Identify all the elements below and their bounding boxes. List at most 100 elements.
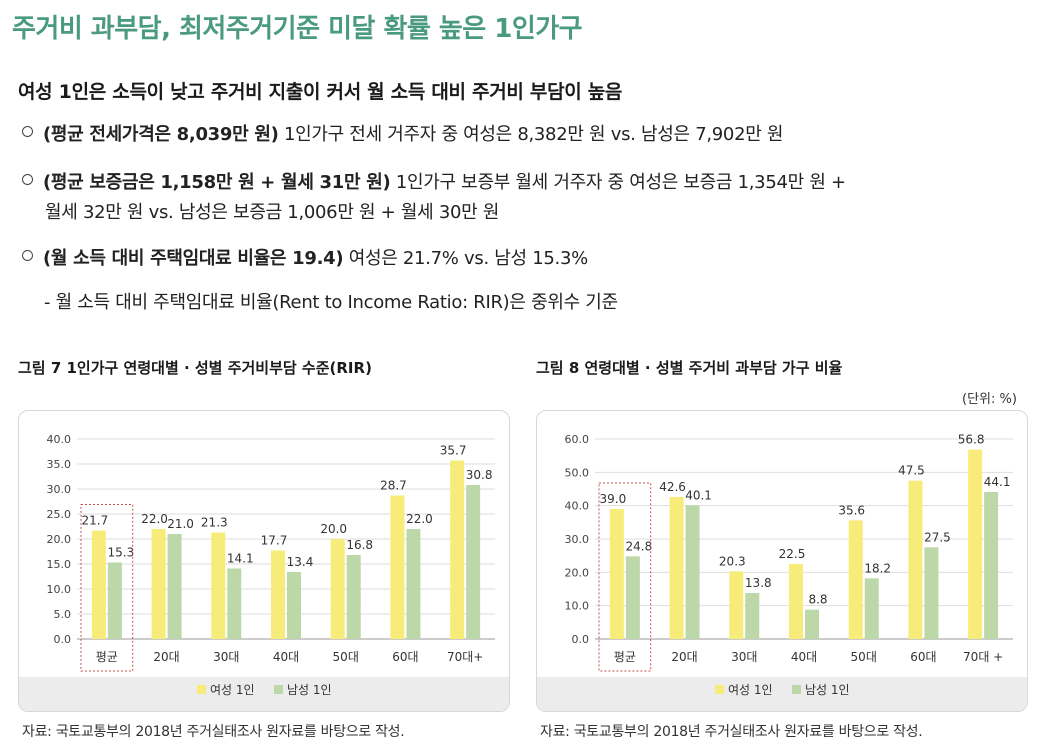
page-title: 주거비 과부담, 최저주거기준 미달 확률 높은 1인가구 — [12, 14, 583, 44]
bar-female — [908, 480, 923, 639]
bar-male — [107, 562, 122, 639]
bar-male — [924, 547, 939, 639]
unit-note: (단위: %) — [962, 392, 1017, 407]
value-label-female: 47.5 — [898, 464, 925, 478]
bullet-item: (월 소득 대비 주택임대료 비율은 19.4) 여성은 21.7% vs. 남… — [22, 244, 588, 274]
category-label: 60대 — [910, 650, 936, 664]
bar-female — [609, 509, 624, 639]
value-label-male: 8.8 — [808, 593, 827, 607]
bar-female — [390, 495, 405, 639]
bar-female — [729, 571, 744, 639]
bar-male — [984, 492, 999, 639]
source-note: 자료: 국토교통부의 2018년 주거실태조사 원자료를 바탕으로 작성. — [22, 724, 405, 740]
legend-swatch-female — [197, 685, 206, 694]
chart-panel-rir: 0.0 5.0 10.0 15.0 20.0 25.0 30.0 35.0 40.0 21.7 15… — [18, 410, 510, 712]
category-label: 평균 — [614, 650, 636, 664]
y-tick-label: 20.0 — [47, 533, 72, 546]
y-tick-label: 50.0 — [565, 466, 590, 479]
y-tick-label: 30.0 — [565, 533, 590, 546]
category-label: 30대 — [731, 650, 757, 664]
bullet-item: (평균 보증금은 1,158만 원 + 월세 31만 원) 1인가구 보증부 월… — [22, 168, 846, 228]
bar-male — [685, 505, 700, 639]
category-label: 70대+ — [447, 650, 483, 664]
legend-label-male: 남성 1인 — [287, 683, 332, 697]
value-label-female: 42.6 — [659, 480, 686, 494]
source-note: 자료: 국토교통부의 2018년 주거실태조사 원자료를 바탕으로 작성. — [540, 724, 923, 740]
category-label: 70대 + — [963, 650, 1003, 664]
category-label: 60대 — [392, 650, 418, 664]
bullet-heading: (월 소득 대비 주택임대료 비율은 19.4) — [43, 248, 344, 269]
value-label-female: 17.7 — [261, 534, 288, 548]
bullet-circle-icon — [22, 250, 33, 261]
category-label: 40대 — [273, 650, 299, 664]
y-tick-label: 5.0 — [54, 608, 72, 621]
chart-panel-overburden: 0.0 10.0 20.0 30.0 40.0 50.0 60.0 39.0 24.8 평균 42.… — [536, 410, 1028, 712]
y-tick-label: 0.0 — [54, 633, 72, 646]
legend-swatch-male — [274, 685, 283, 694]
value-label-male: 22.0 — [406, 512, 433, 526]
category-label: 50대 — [851, 650, 877, 664]
category-label: 40대 — [791, 650, 817, 664]
bar-male — [227, 568, 242, 639]
value-label-female: 28.7 — [380, 479, 407, 493]
category-label: 20대 — [671, 650, 697, 664]
bullet-text: 1인가구 전세 거주자 중 여성은 8,382만 원 vs. 남성은 7,902… — [278, 124, 784, 145]
bar-male — [287, 572, 301, 639]
y-tick-label: 30.0 — [47, 483, 72, 496]
value-label-male: 15.3 — [107, 546, 134, 560]
bar-male — [745, 593, 760, 639]
value-label-female: 20.3 — [719, 554, 746, 568]
legend-label-female: 여성 1인 — [210, 683, 255, 697]
highlight-box — [80, 504, 134, 672]
value-label-male: 27.5 — [924, 530, 951, 544]
figure-7-title: 그림 7 1인가구 연령대별 · 성별 주거비부담 수준(RIR) — [18, 359, 372, 377]
highlight-box — [598, 482, 652, 672]
value-label-male: 14.1 — [227, 552, 254, 566]
value-label-male: 30.8 — [466, 468, 493, 482]
value-label-female: 20.0 — [320, 522, 347, 536]
legend-label-female: 여성 1인 — [728, 683, 773, 697]
bar-male — [805, 609, 819, 639]
value-label-female: 22.0 — [141, 512, 168, 526]
legend-band — [19, 677, 509, 711]
value-label-male: 44.1 — [984, 475, 1011, 489]
value-label-male: 16.8 — [346, 538, 373, 552]
bar-female — [848, 520, 863, 639]
section-subtitle: 여성 1인은 소득이 낮고 주거비 지출이 커서 월 소득 대비 주거비 부담이… — [18, 81, 623, 103]
bar-female — [968, 449, 983, 639]
figure-8-title: 그림 8 연령대별 · 성별 주거비 과부담 가구 비율 — [536, 359, 843, 377]
y-tick-label: 35.0 — [47, 458, 72, 471]
y-tick-label: 10.0 — [47, 583, 72, 596]
legend-label-male: 남성 1인 — [805, 683, 850, 697]
chart-rir: 0.0 5.0 10.0 15.0 20.0 25.0 30.0 35.0 40.0 21.7 15… — [47, 433, 495, 697]
bar-female — [211, 532, 226, 639]
bullet-heading: (평균 보증금은 1,158만 원 + 월세 31만 원) — [43, 172, 391, 193]
y-tick-label: 40.0 — [47, 433, 72, 446]
value-label-male: 24.8 — [625, 539, 652, 553]
value-label-male: 21.0 — [167, 517, 194, 531]
footnote-rir: - 월 소득 대비 주택임대료 비율(Rent to Income Ratio:… — [44, 292, 618, 313]
chart-overburden: 0.0 10.0 20.0 30.0 40.0 50.0 60.0 39.0 24.8 평균 42.… — [565, 433, 1013, 697]
value-label-female: 21.7 — [81, 514, 108, 528]
legend-band — [537, 677, 1027, 711]
value-label-male: 13.4 — [287, 555, 314, 569]
bullet-text: 1인가구 보증부 월세 거주자 중 여성은 보증금 1,354만 원 + — [390, 172, 846, 193]
y-tick-label: 10.0 — [565, 600, 590, 613]
bullet-text: 여성은 21.7% vs. 남성 15.3% — [343, 248, 589, 269]
value-label-male: 13.8 — [745, 576, 772, 590]
value-label-female: 22.5 — [779, 547, 806, 561]
category-label: 20대 — [153, 650, 179, 664]
value-label-male: 40.1 — [685, 488, 712, 502]
bar-male — [864, 578, 879, 639]
bullet-text: 월세 32만 원 vs. 남성은 보증금 1,006만 원 + 월세 30만 원 — [45, 202, 500, 223]
category-label: 30대 — [213, 650, 239, 664]
value-label-female: 35.7 — [440, 444, 467, 458]
value-label-female: 56.8 — [958, 433, 985, 447]
value-label-female: 35.6 — [838, 503, 865, 517]
category-label: 평균 — [96, 650, 118, 664]
legend-swatch-male — [792, 685, 801, 694]
bar-male — [625, 556, 640, 639]
y-tick-label: 25.0 — [47, 508, 72, 521]
bar-male — [466, 485, 481, 639]
y-tick-label: 20.0 — [565, 566, 590, 579]
